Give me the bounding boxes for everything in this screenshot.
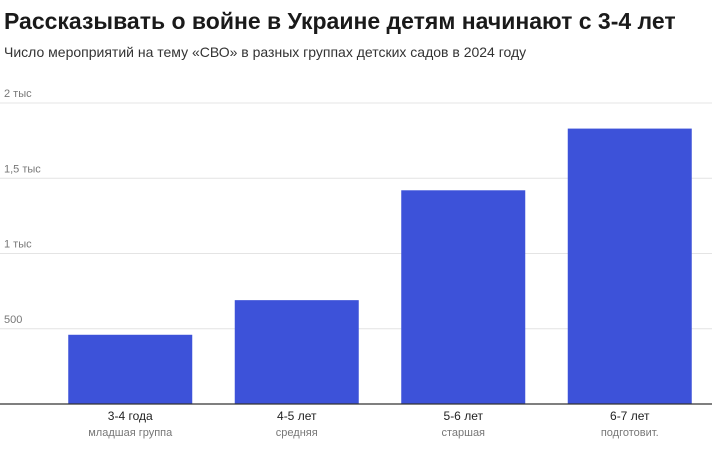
category-sublabel-0: младшая группа bbox=[88, 427, 173, 439]
bar-3[interactable] bbox=[567, 128, 692, 404]
category-labels: 3-4 года младшая группа 4-5 лет средняя 5-6 … bbox=[88, 409, 658, 439]
category-label-1: 4-5 лет bbox=[277, 409, 317, 423]
bars bbox=[68, 128, 692, 404]
bar-1[interactable] bbox=[234, 300, 359, 404]
category-sublabel-1: средняя bbox=[276, 427, 318, 439]
bar-0[interactable] bbox=[68, 334, 193, 404]
y-tick-label-3: 2 тыс bbox=[4, 88, 32, 100]
chart-subtitle: Число мероприятий на тему «СВО» в разных… bbox=[4, 44, 527, 60]
y-tick-label-0: 500 bbox=[4, 314, 22, 326]
category-sublabel-3: подготовит. bbox=[601, 427, 659, 439]
category-label-3: 6-7 лет bbox=[610, 409, 650, 423]
category-label-0: 3-4 года bbox=[108, 409, 153, 423]
chart-title: Рассказывать о войне в Украине детям нач… bbox=[4, 8, 676, 34]
y-tick-label-1: 1 тыс bbox=[4, 239, 32, 251]
category-label-2: 5-6 лет bbox=[444, 409, 484, 423]
bar-2[interactable] bbox=[401, 190, 526, 404]
y-tick-label-2: 1,5 тыс bbox=[4, 163, 41, 175]
category-sublabel-2: старшая bbox=[441, 427, 485, 439]
